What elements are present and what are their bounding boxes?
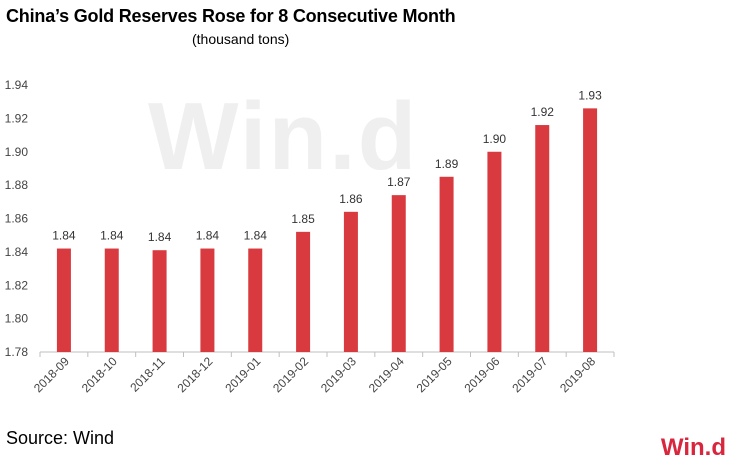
data-label: 1.84 <box>148 230 172 244</box>
source-note: Source: Wind <box>6 428 115 448</box>
x-tick-label: 2019-08 <box>557 354 598 395</box>
data-label: 1.84 <box>244 229 268 243</box>
bar <box>535 125 550 352</box>
x-tick-label: 2019-02 <box>270 354 311 395</box>
x-tick-label: 2019-06 <box>461 354 502 395</box>
data-label: 1.92 <box>531 105 555 119</box>
y-tick-label: 1.92 <box>5 111 29 125</box>
data-label: 1.87 <box>387 175 411 189</box>
data-label: 1.84 <box>100 229 124 243</box>
data-label: 1.84 <box>52 229 76 243</box>
bar <box>487 151 502 352</box>
y-tick-label: 1.94 <box>5 78 29 92</box>
y-tick-label: 1.90 <box>5 145 29 159</box>
bar <box>343 211 358 352</box>
bar <box>296 231 311 352</box>
data-label: 1.86 <box>339 192 363 206</box>
x-tick-label: 2019-03 <box>318 354 359 395</box>
data-label: 1.93 <box>578 88 602 102</box>
bar <box>152 250 167 352</box>
wind-logo: Win.d <box>660 434 726 461</box>
bar <box>583 108 598 352</box>
y-tick-label: 1.80 <box>5 312 29 326</box>
bar <box>439 176 454 352</box>
data-label: 1.85 <box>291 212 315 226</box>
y-tick-label: 1.88 <box>5 178 29 192</box>
bar <box>200 248 215 352</box>
chart-title: China’s Gold Reserves Rose for 8 Consecu… <box>6 6 456 26</box>
bar <box>391 195 406 352</box>
x-tick-label: 2019-05 <box>414 354 455 395</box>
x-tick-label: 2018-11 <box>127 354 168 395</box>
x-tick-label: 2019-07 <box>509 354 550 395</box>
chart-subtitle: (thousand tons) <box>192 31 290 47</box>
bar <box>248 248 263 352</box>
data-label: 1.84 <box>196 229 220 243</box>
bar <box>104 248 119 352</box>
bar <box>56 248 71 352</box>
y-tick-label: 1.78 <box>5 345 29 359</box>
y-tick-label: 1.84 <box>5 245 29 259</box>
y-tick-label: 1.82 <box>5 278 29 292</box>
x-tick-label: 2018-10 <box>79 354 120 395</box>
x-tick-label: 2019-04 <box>366 354 407 395</box>
bar-chart: 1.78 1.80 1.82 1.84 1.86 1.88 1.90 1.92 1.94 1.84… <box>5 78 615 395</box>
data-label: 1.90 <box>483 132 507 146</box>
x-tick-label: 2018-09 <box>31 354 72 395</box>
x-tick-label: 2019-01 <box>222 354 263 395</box>
y-tick-label: 1.86 <box>5 212 29 226</box>
x-tick-label: 2018-12 <box>174 354 215 395</box>
data-label: 1.89 <box>435 157 459 171</box>
